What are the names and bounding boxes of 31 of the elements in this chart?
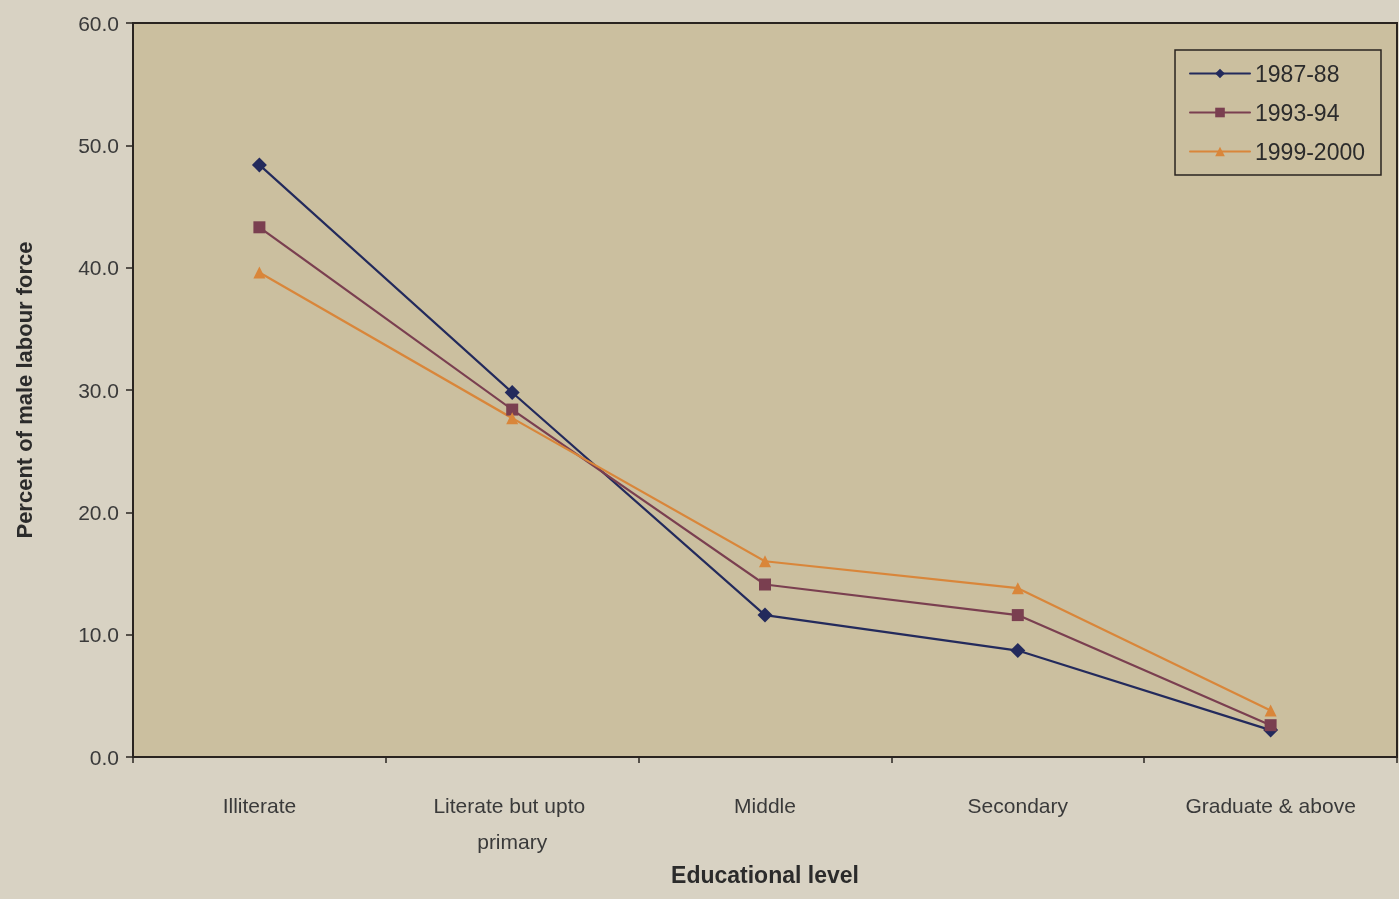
point: [506, 403, 519, 416]
y-tick-label: 50.0: [78, 133, 119, 157]
legend-label: 1999-2000: [1255, 138, 1366, 165]
point: [1011, 582, 1024, 595]
y-tick-label: 30.0: [78, 378, 119, 402]
point: [759, 578, 771, 591]
x-tick-label: Literate but upto primary: [433, 793, 592, 853]
y-tick-label: 0.0: [89, 745, 119, 769]
point: [253, 221, 266, 234]
x-tick-label: Graduate & above: [1185, 793, 1356, 817]
point: [757, 607, 773, 623]
point: [253, 266, 266, 279]
legend-label: 1993-94: [1255, 99, 1340, 126]
point: [1011, 609, 1024, 622]
y-tick-label: 40.0: [78, 256, 119, 280]
x-tick-label: Middle: [734, 793, 796, 817]
point: [1264, 704, 1277, 717]
point: [251, 157, 267, 173]
y-tick-label: 20.0: [78, 500, 119, 524]
x-axis-title: Educational level: [671, 862, 859, 889]
legend-label: 1987-88: [1255, 60, 1340, 87]
x-tick-label: Illiterate: [222, 793, 297, 817]
point: [1264, 719, 1277, 732]
point: [759, 555, 771, 568]
point: [1010, 643, 1026, 659]
y-tick-label: 60.0: [78, 11, 119, 35]
y-axis-title: Percent of male labour force: [11, 241, 37, 539]
x-tick-label: Secondary: [967, 793, 1069, 817]
point: [506, 412, 519, 425]
y-tick-label: 10.0: [78, 623, 119, 647]
point: [504, 384, 520, 400]
